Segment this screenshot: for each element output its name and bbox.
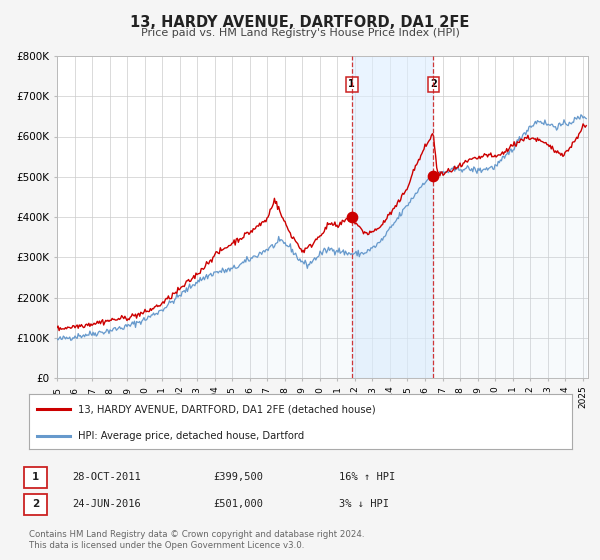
Text: £501,000: £501,000 [213,499,263,509]
Text: 2: 2 [32,499,39,509]
Text: 2: 2 [430,79,437,89]
Text: 3% ↓ HPI: 3% ↓ HPI [339,499,389,509]
Text: 16% ↑ HPI: 16% ↑ HPI [339,472,395,482]
Point [347,213,356,222]
Text: £399,500: £399,500 [213,472,263,482]
Text: Contains HM Land Registry data © Crown copyright and database right 2024.
This d: Contains HM Land Registry data © Crown c… [29,530,364,550]
Text: 13, HARDY AVENUE, DARTFORD, DA1 2FE (detached house): 13, HARDY AVENUE, DARTFORD, DA1 2FE (det… [77,404,375,414]
Text: 28-OCT-2011: 28-OCT-2011 [72,472,141,482]
Bar [352,56,433,378]
Text: 1: 1 [32,472,39,482]
Text: 1: 1 [349,79,355,89]
Text: HPI: Average price, detached house, Dartford: HPI: Average price, detached house, Dart… [77,431,304,441]
Text: Price paid vs. HM Land Registry's House Price Index (HPI): Price paid vs. HM Land Registry's House … [140,28,460,38]
Text: 24-JUN-2016: 24-JUN-2016 [72,499,141,509]
Point [428,172,438,181]
Text: 13, HARDY AVENUE, DARTFORD, DA1 2FE: 13, HARDY AVENUE, DARTFORD, DA1 2FE [130,15,470,30]
